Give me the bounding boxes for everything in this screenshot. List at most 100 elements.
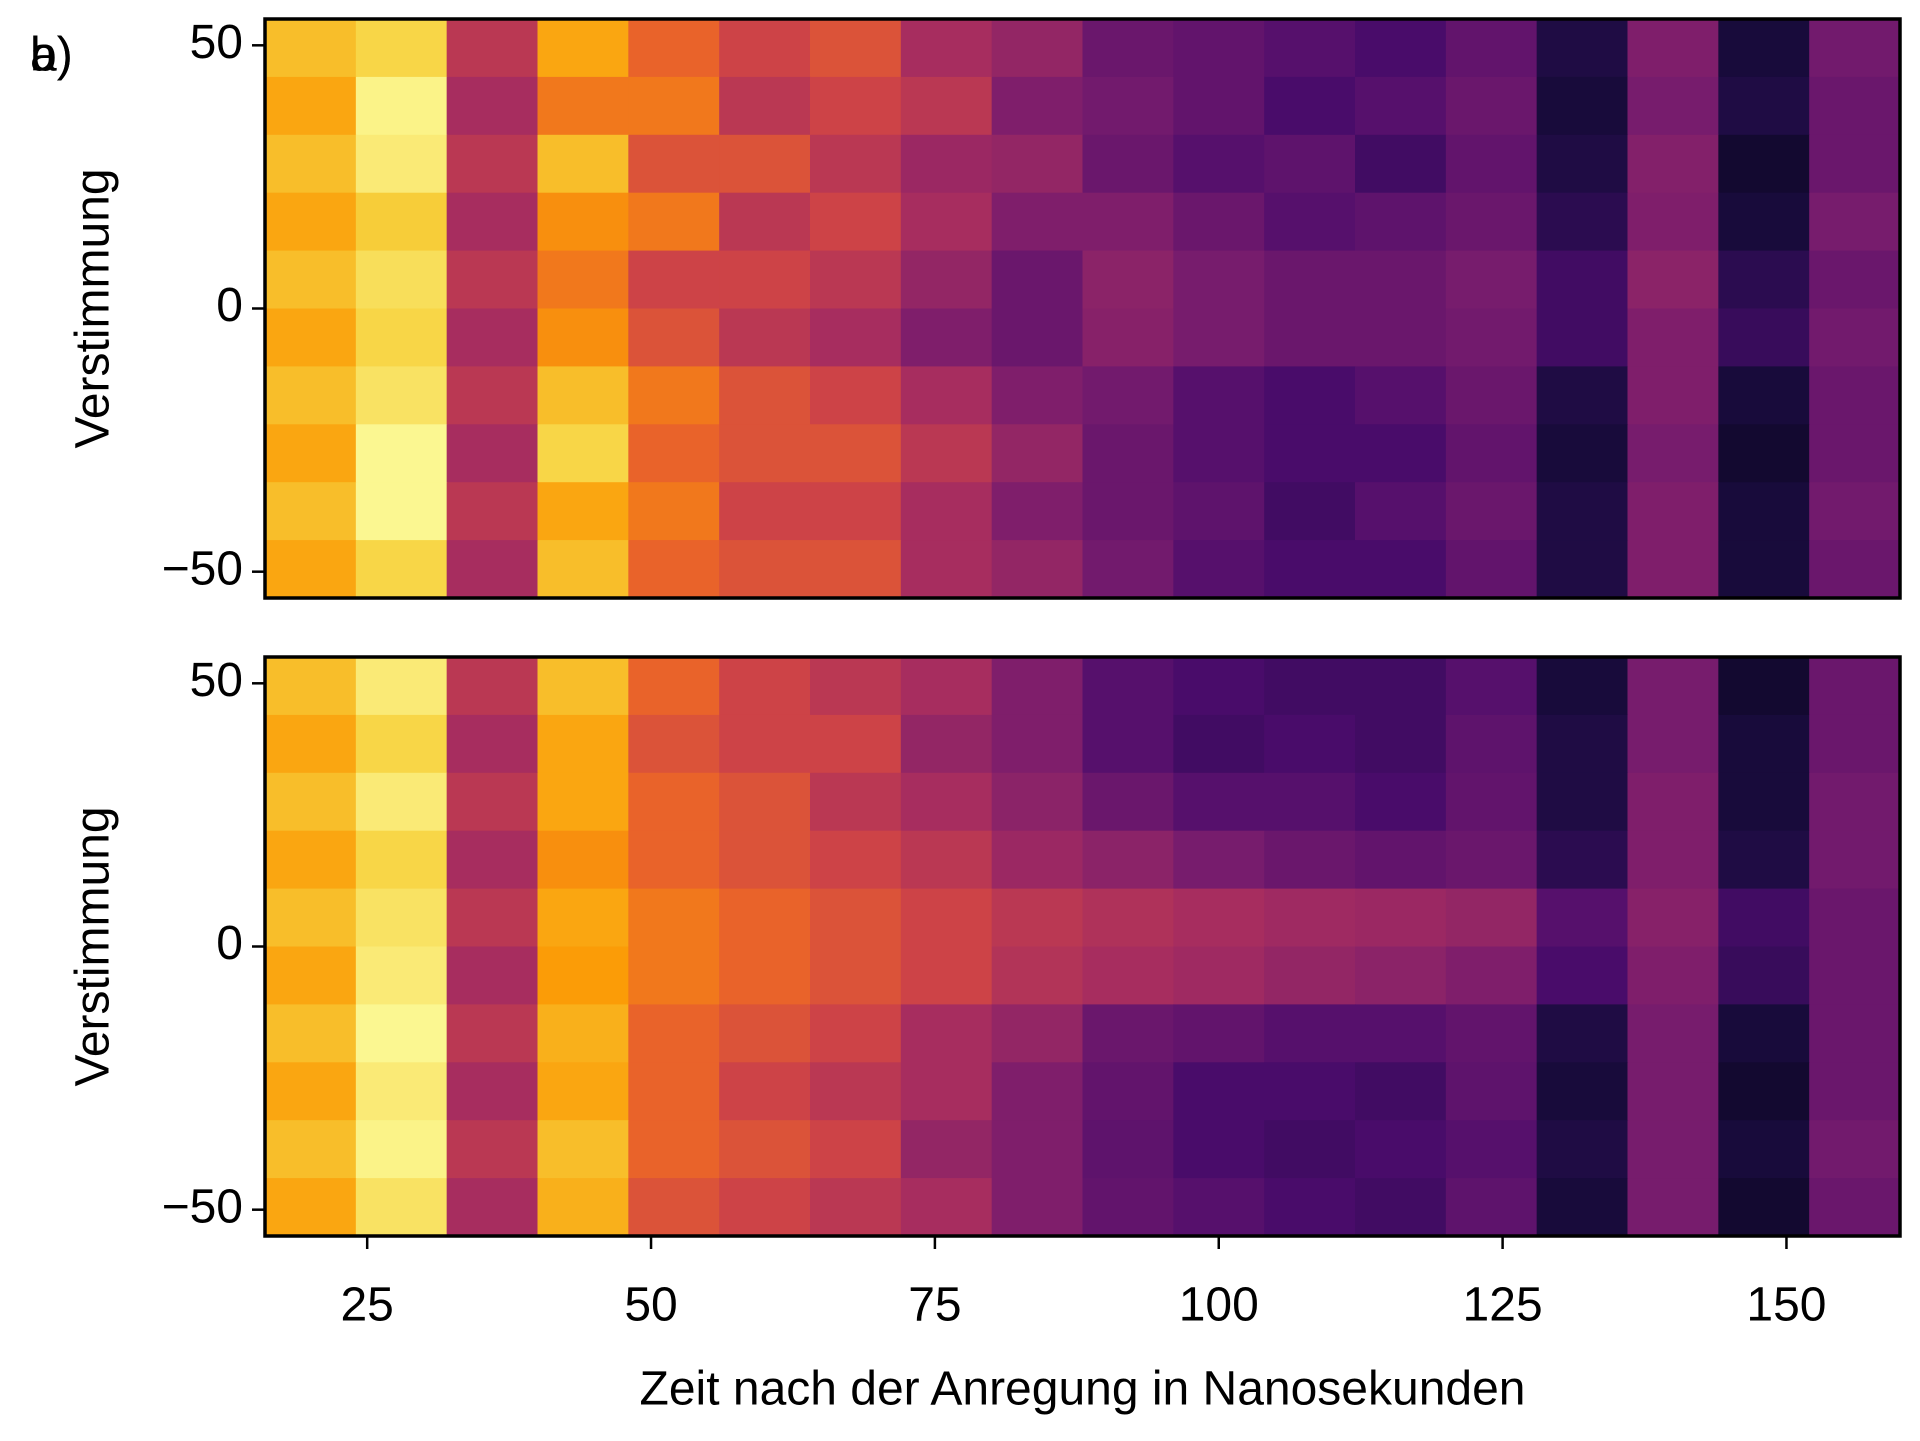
heatmap-cell [719, 772, 811, 832]
heatmap-cell [1627, 772, 1719, 832]
heatmap-cell [1809, 308, 1901, 367]
heatmap-cell [991, 424, 1084, 483]
heatmap-cell [628, 888, 720, 948]
heatmap-cell [1355, 366, 1447, 425]
heatmap-cell [1536, 1178, 1629, 1237]
heatmap-cell [446, 424, 539, 483]
heatmap-cell [628, 772, 720, 832]
heatmap-cell [1355, 1062, 1447, 1121]
y-tick-label: −50 [162, 542, 243, 595]
heatmap-cell [719, 888, 811, 948]
heatmap-cell [446, 366, 539, 425]
heatmap-cell [446, 888, 539, 948]
heatmap-cell [1355, 830, 1447, 890]
heatmap-cell [991, 1120, 1084, 1179]
heatmap-cell [1082, 1120, 1174, 1179]
heatmap-cell [719, 76, 811, 136]
heatmap-cell [1082, 714, 1174, 774]
heatmap-cell [628, 19, 720, 78]
heatmap-cell [355, 772, 448, 832]
heatmap-cell [1718, 772, 1810, 832]
heatmap-cell [446, 19, 539, 78]
heatmap-cell [1627, 250, 1719, 310]
heatmap-cell [446, 308, 539, 367]
heatmap-cell [1627, 1178, 1719, 1237]
heatmap-cell [1264, 1062, 1356, 1121]
heatmap-cell [1264, 772, 1356, 832]
heatmap-cell [900, 192, 993, 252]
heatmap-cell [1264, 134, 1356, 194]
heatmap-cell [1264, 714, 1356, 774]
heatmap-cell [1355, 134, 1447, 194]
heatmap-cell [1809, 888, 1901, 948]
heatmap-cell [1445, 888, 1538, 948]
heatmap-cell [1173, 192, 1265, 252]
heatmap-cell [265, 1178, 357, 1237]
heatmap-cell [537, 19, 629, 78]
heatmap-cell [1445, 250, 1538, 310]
heatmap-cell [1173, 888, 1265, 948]
heatmap-cell [1082, 250, 1174, 310]
heatmap-cell [628, 76, 720, 136]
heatmap-cell [628, 250, 720, 310]
heatmap-cell [537, 540, 629, 599]
heatmap-cell [1355, 19, 1447, 78]
heatmap-cell [719, 657, 811, 716]
heatmap-cell [265, 308, 357, 367]
heatmap-cell [1082, 424, 1174, 483]
heatmap-cell [1173, 19, 1265, 78]
heatmap-cell [1627, 657, 1719, 716]
heatmap-cell [446, 1120, 539, 1179]
heatmap-cell [810, 250, 902, 310]
heatmap-cell [1809, 366, 1901, 425]
heatmap-cell [1718, 1120, 1810, 1179]
heatmap-cell [1173, 946, 1265, 1005]
heatmap-cell [355, 946, 448, 1005]
heatmap-cell [1809, 540, 1901, 599]
heatmap-cell [1082, 540, 1174, 599]
heatmap-cell [1809, 772, 1901, 832]
heatmap-cell [719, 192, 811, 252]
heatmap-cell [537, 1120, 629, 1179]
heatmap-cell [1173, 1062, 1265, 1121]
heatmap-cell [628, 540, 720, 599]
heatmap-cell [1173, 134, 1265, 194]
heatmap-cell [719, 1120, 811, 1179]
heatmap-cell [1718, 946, 1810, 1005]
heatmap-cell [1536, 19, 1629, 78]
panel-label: a) [30, 29, 73, 82]
panel-label: b) [30, 29, 73, 82]
heatmap-cell [1445, 1120, 1538, 1179]
heatmap-cell [265, 714, 357, 774]
heatmap-cell [719, 1178, 811, 1237]
heatmap-cell [1173, 1004, 1265, 1063]
x-tick-label: 75 [908, 1279, 961, 1332]
heatmap-cell [1809, 946, 1901, 1005]
heatmap-cell [355, 714, 448, 774]
heatmap-cell [1536, 192, 1629, 252]
heatmap-cell [1173, 424, 1265, 483]
heatmap-cell [1173, 830, 1265, 890]
heatmap-cell [1082, 946, 1174, 1005]
heatmap-cell [628, 714, 720, 774]
heatmap-cell [1173, 657, 1265, 716]
heatmap-cell [1082, 76, 1174, 136]
heatmap-cell [1082, 657, 1174, 716]
heatmap-cell [446, 830, 539, 890]
heatmap-cell [1355, 192, 1447, 252]
heatmap-cell [991, 946, 1084, 1005]
heatmap-cell [537, 76, 629, 136]
heatmap-cell [1809, 830, 1901, 890]
heatmap-cell [900, 830, 993, 890]
heatmap-cell [810, 540, 902, 599]
heatmap-cell [355, 366, 448, 425]
heatmap-cell [628, 1178, 720, 1237]
heatmap-cell [628, 366, 720, 425]
heatmap-cell [810, 1178, 902, 1237]
heatmap-cell [1264, 250, 1356, 310]
heatmap-cell [1627, 1062, 1719, 1121]
heatmap-cell [1627, 192, 1719, 252]
heatmap-cell [1536, 250, 1629, 310]
heatmap-cell [537, 134, 629, 194]
x-axis-label: Zeit nach der Anregung in Nanosekunden [640, 1363, 1526, 1416]
